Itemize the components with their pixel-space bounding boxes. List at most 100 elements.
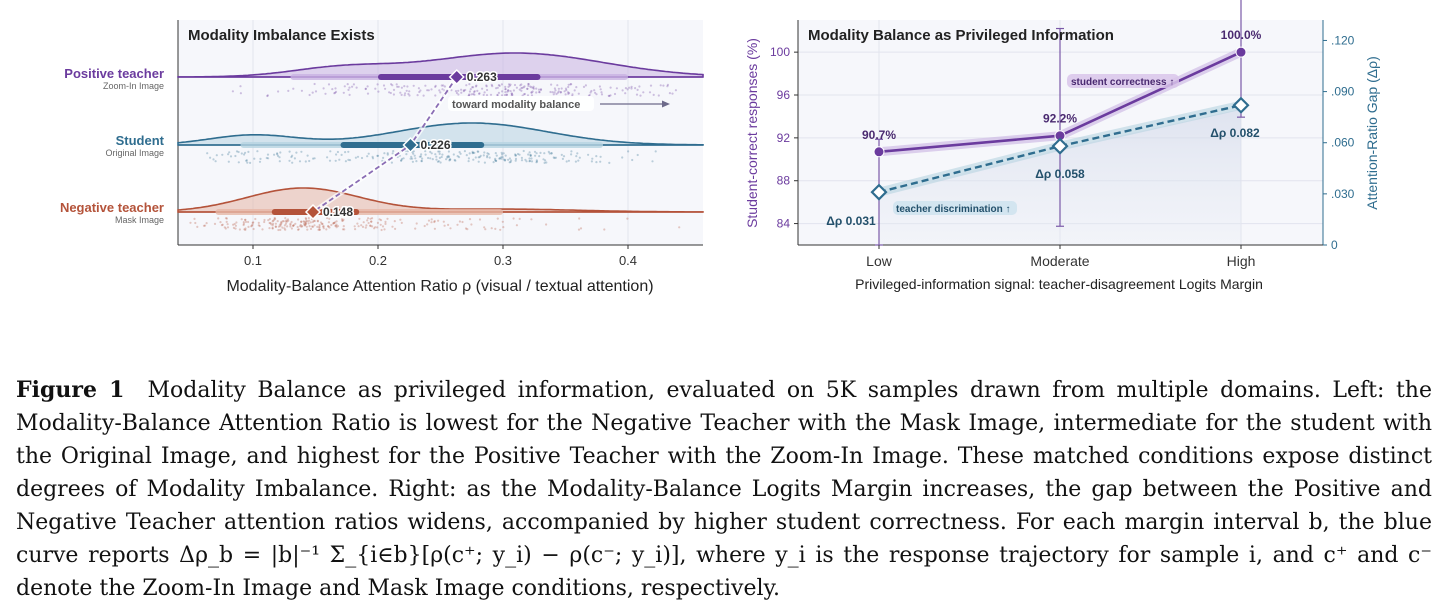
jitter-dot	[391, 225, 394, 228]
jitter-dot	[278, 223, 282, 226]
jitter-dot	[244, 218, 247, 221]
jitter-dot	[443, 224, 446, 227]
jitter-dot	[266, 94, 269, 97]
jitter-dot	[252, 227, 255, 231]
jitter-dot	[412, 150, 415, 153]
jitter-dot	[189, 221, 192, 224]
jitter-dot	[489, 93, 493, 96]
jitter-dot	[456, 155, 459, 158]
jitter-dot	[221, 223, 224, 226]
jitter-dot	[322, 225, 325, 228]
jitter-dot	[448, 155, 451, 159]
jitter-dot	[523, 85, 526, 88]
jitter-dot	[348, 86, 351, 89]
jitter-dot	[340, 218, 344, 221]
jitter-dot	[537, 88, 541, 91]
jitter-dot	[403, 94, 406, 97]
jitter-dot	[567, 159, 571, 162]
jitter-dot	[376, 226, 379, 229]
jitter-dot	[565, 89, 568, 92]
jitter-dot	[300, 225, 303, 228]
jitter-dot	[527, 83, 530, 86]
jitter-dot	[560, 87, 563, 90]
jitter-dot	[534, 154, 537, 157]
jitter-dot	[497, 84, 500, 87]
jitter-dot	[510, 92, 513, 95]
jitter-dot	[465, 84, 468, 87]
jitter-dot	[504, 154, 507, 157]
jitter-dot	[470, 93, 473, 96]
jitter-dot	[511, 93, 514, 96]
jitter-dot	[446, 155, 449, 158]
jitter-dot	[333, 92, 336, 95]
jitter-dot	[553, 91, 556, 94]
jitter-dot	[362, 221, 365, 224]
jitter-dot	[531, 90, 534, 93]
jitter-dot	[338, 158, 341, 161]
jitter-dot	[386, 152, 389, 155]
jitter-dot	[193, 217, 196, 220]
jitter-dot	[514, 157, 518, 160]
jitter-dot	[224, 227, 227, 230]
jitter-dot	[630, 85, 633, 88]
jitter-dot	[627, 150, 630, 153]
jitter-dot	[634, 87, 637, 90]
jitter-dot	[392, 88, 396, 91]
jitter-dot	[526, 94, 530, 97]
jitter-dot	[341, 228, 345, 231]
jitter-dot	[567, 85, 570, 89]
jitter-dot	[239, 85, 242, 88]
jitter-dot	[279, 223, 283, 226]
jitter-dot	[312, 219, 315, 222]
jitter-dot	[274, 225, 277, 228]
jitter-dot	[334, 87, 337, 90]
left-x-ticks: 0.1 0.2 0.3 0.4	[244, 245, 637, 268]
jitter-dot	[371, 225, 374, 228]
right-right-axis-label: Attention-Ratio Gap (Δρ)	[1364, 56, 1380, 210]
jitter-dot	[518, 153, 521, 156]
jitter-dot	[500, 156, 503, 159]
jitter-dot	[239, 92, 242, 95]
jitter-dot	[250, 224, 253, 227]
jitter-dot	[369, 217, 372, 220]
median-value-label: 0.263	[467, 70, 497, 84]
jitter-dot	[316, 219, 319, 222]
annotation-arrow-head	[662, 100, 670, 108]
right-axis-tick-label: .090	[1331, 85, 1355, 99]
jitter-dot	[314, 90, 318, 93]
jitter-dot	[674, 89, 678, 92]
jitter-dot	[304, 222, 307, 225]
jitter-dot	[530, 160, 534, 163]
jitter-dot	[600, 93, 604, 96]
jitter-dot	[424, 153, 427, 156]
jitter-dot	[455, 91, 458, 95]
jitter-dot	[599, 88, 602, 91]
jitter-dot	[232, 226, 235, 229]
jitter-dot	[249, 161, 252, 164]
jitter-dot	[509, 160, 512, 164]
jitter-dot	[593, 89, 596, 92]
jitter-dot	[652, 93, 655, 96]
jitter-dot	[551, 91, 554, 94]
jitter-dot	[389, 91, 392, 95]
series-gap-label: Δρ 0.031	[826, 214, 876, 228]
jitter-dot	[522, 149, 525, 153]
jitter-dot	[290, 155, 293, 159]
jitter-dot	[233, 222, 236, 226]
jitter-dot	[560, 153, 563, 156]
jitter-dot	[491, 85, 494, 88]
jitter-dot	[621, 156, 624, 159]
jitter-dot	[412, 84, 415, 87]
jitter-dot	[609, 86, 612, 89]
jitter-dot	[535, 87, 538, 90]
jitter-dot	[559, 91, 562, 94]
jitter-dot	[254, 217, 257, 221]
jitter-dot	[529, 153, 532, 156]
jitter-dot	[311, 225, 315, 228]
jitter-dot	[420, 159, 423, 162]
jitter-dot	[510, 92, 513, 95]
jitter-dot	[343, 85, 346, 88]
jitter-dot	[415, 222, 418, 225]
left-axis-tick-label: 92	[777, 131, 791, 145]
jitter-dot	[242, 222, 245, 225]
